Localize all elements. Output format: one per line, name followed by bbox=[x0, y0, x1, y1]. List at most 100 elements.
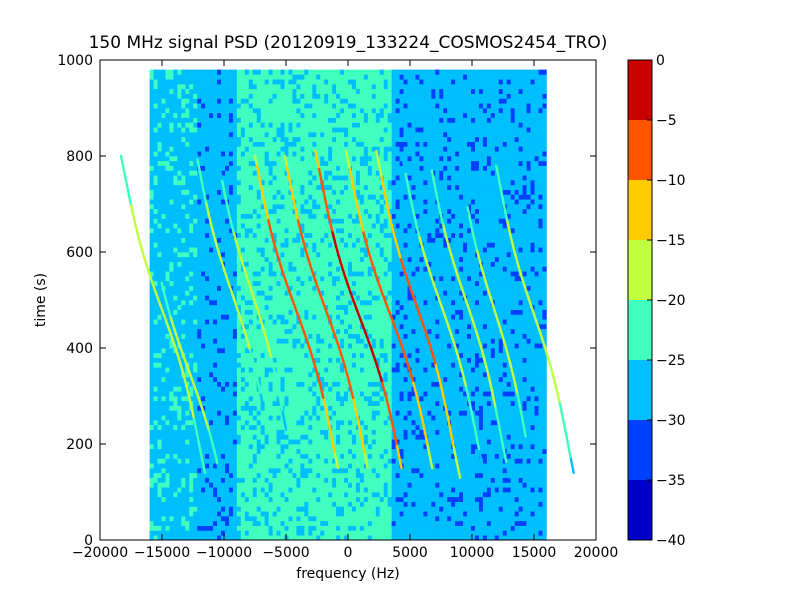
heatmap-cell bbox=[490, 516, 496, 522]
heatmap-cell bbox=[463, 530, 468, 536]
heatmap-cell bbox=[328, 415, 333, 421]
heatmap-cell bbox=[260, 376, 266, 382]
heatmap-cell bbox=[498, 492, 504, 498]
heatmap-cell bbox=[351, 357, 357, 363]
heatmap-cell bbox=[264, 314, 269, 320]
heatmap-cell bbox=[391, 458, 396, 464]
heatmap-cell bbox=[435, 492, 440, 498]
heatmap-cell bbox=[534, 396, 539, 402]
heatmap-cell bbox=[443, 525, 448, 531]
heatmap-cell bbox=[522, 324, 527, 330]
heatmap-cell bbox=[165, 410, 170, 416]
heatmap-cell bbox=[288, 372, 293, 378]
heatmap-cell bbox=[379, 352, 385, 358]
heatmap-cell bbox=[224, 328, 230, 334]
heatmap-cell bbox=[471, 448, 476, 454]
heatmap-cell bbox=[447, 352, 452, 358]
heatmap-cell bbox=[320, 348, 325, 354]
heatmap-cell bbox=[209, 314, 214, 320]
heatmap-cell bbox=[181, 314, 186, 320]
heatmap-cell bbox=[467, 463, 472, 469]
heatmap-cell bbox=[165, 468, 170, 474]
heatmap-cell bbox=[161, 511, 166, 517]
heatmap-cell bbox=[494, 506, 500, 512]
heatmap-cell bbox=[197, 482, 202, 488]
heatmap-cell bbox=[359, 367, 365, 373]
heatmap-cell bbox=[308, 415, 313, 421]
heatmap-cell bbox=[332, 472, 337, 478]
heatmap-cell bbox=[240, 357, 246, 363]
heatmap-cell bbox=[506, 453, 512, 459]
heatmap-cell bbox=[447, 391, 452, 397]
heatmap-cell bbox=[371, 448, 377, 454]
heatmap-cell bbox=[478, 477, 484, 483]
heatmap-cell bbox=[431, 333, 436, 339]
heatmap-cell bbox=[530, 319, 535, 325]
heatmap-cell bbox=[379, 516, 385, 522]
heatmap-cell bbox=[498, 309, 504, 315]
heatmap-cell bbox=[431, 453, 436, 459]
heatmap-cell bbox=[486, 477, 492, 483]
heatmap-cell bbox=[447, 415, 452, 421]
heatmap-cell bbox=[276, 429, 281, 435]
heatmap-cell bbox=[403, 472, 408, 478]
heatmap-cell bbox=[419, 501, 424, 507]
heatmap-cell bbox=[288, 477, 293, 483]
heatmap-cell bbox=[256, 415, 262, 421]
heatmap-cell bbox=[447, 520, 452, 526]
heatmap-cell bbox=[221, 396, 226, 402]
heatmap-cell bbox=[403, 487, 408, 493]
heatmap-cell bbox=[486, 535, 492, 541]
heatmap-cell bbox=[149, 434, 154, 440]
heatmap-cell bbox=[340, 439, 345, 445]
heatmap-cell bbox=[510, 338, 516, 344]
heatmap-cell bbox=[292, 439, 297, 445]
heatmap-cell bbox=[157, 376, 162, 382]
heatmap-cell bbox=[165, 328, 170, 334]
heatmap-cell bbox=[268, 535, 273, 541]
heatmap-cell bbox=[498, 506, 504, 512]
heatmap-cell bbox=[526, 487, 531, 493]
heatmap-cell bbox=[522, 482, 527, 488]
heatmap-cell bbox=[157, 487, 162, 493]
heatmap-cell bbox=[367, 448, 373, 454]
heatmap-cell bbox=[292, 396, 297, 402]
heatmap-cell bbox=[411, 463, 416, 469]
heatmap-cell bbox=[201, 448, 206, 454]
heatmap-cell bbox=[467, 410, 472, 416]
heatmap-cell bbox=[518, 472, 523, 478]
heatmap-cell bbox=[395, 496, 400, 502]
heatmap-cell bbox=[260, 319, 266, 325]
heatmap-cell bbox=[312, 391, 317, 397]
heatmap-cell bbox=[197, 324, 202, 330]
heatmap-cell bbox=[232, 520, 238, 526]
heatmap-cell bbox=[185, 477, 190, 483]
heatmap-cell bbox=[348, 458, 353, 464]
heatmap-cell bbox=[332, 496, 337, 502]
heatmap-cell bbox=[530, 333, 535, 339]
heatmap-cell bbox=[340, 319, 345, 325]
heatmap-cell bbox=[423, 357, 428, 363]
heatmap-cell bbox=[375, 391, 381, 397]
heatmap-cell bbox=[391, 396, 396, 402]
heatmap-cell bbox=[463, 400, 468, 406]
heatmap-cell bbox=[439, 396, 444, 402]
heatmap-cell bbox=[423, 333, 428, 339]
heatmap-cell bbox=[260, 511, 266, 517]
heatmap-cell bbox=[538, 525, 543, 531]
heatmap-cell bbox=[463, 511, 468, 517]
heatmap-cell bbox=[252, 348, 258, 354]
heatmap-cell bbox=[387, 381, 392, 387]
heatmap-cell bbox=[149, 448, 154, 454]
heatmap-cell bbox=[224, 496, 230, 502]
heatmap-cell bbox=[157, 506, 162, 512]
heatmap-cell bbox=[173, 357, 178, 363]
heatmap-cell bbox=[359, 472, 365, 478]
heatmap-cell bbox=[375, 506, 381, 512]
heatmap-cell bbox=[518, 309, 523, 315]
heatmap-cell bbox=[431, 482, 436, 488]
heatmap-cell bbox=[197, 487, 202, 493]
heatmap-cell bbox=[486, 492, 492, 498]
heatmap-cell bbox=[149, 444, 154, 450]
heatmap-cell bbox=[351, 367, 357, 373]
